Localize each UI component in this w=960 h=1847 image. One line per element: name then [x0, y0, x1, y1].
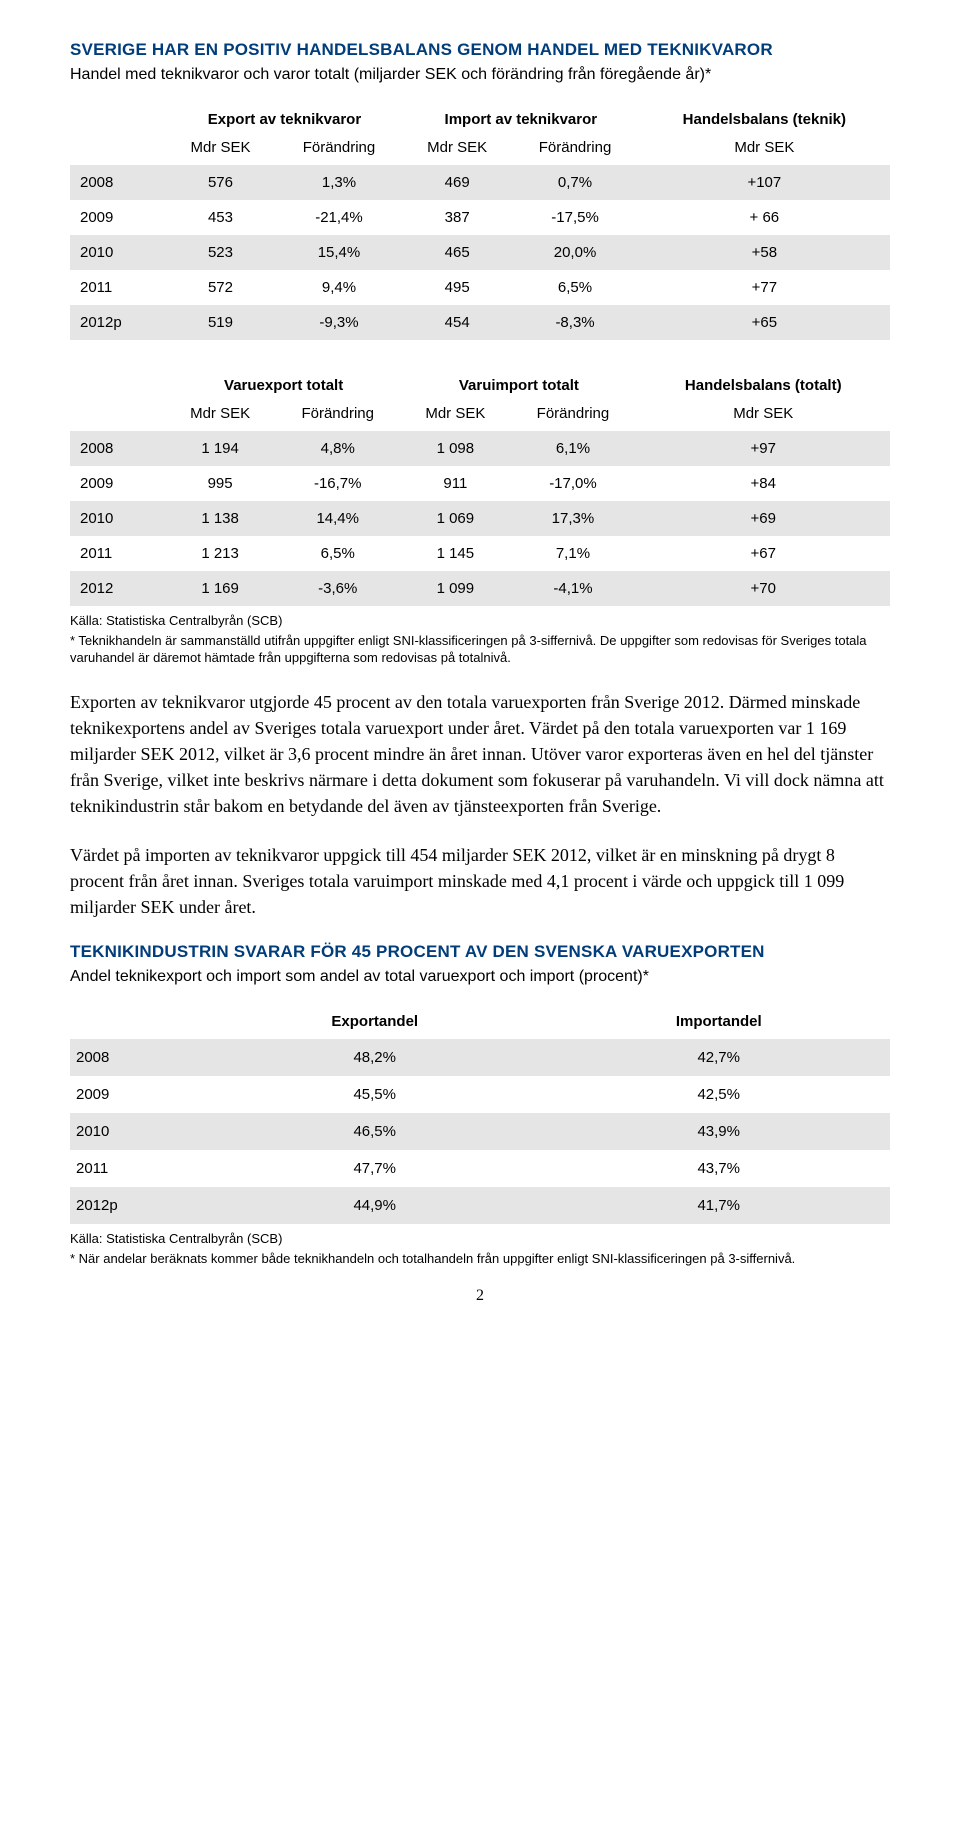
table-row: 2009 45,5% 42,5% [70, 1076, 890, 1113]
th-varuimport: Varuimport totalt [401, 368, 636, 396]
th-sub: Förändring [274, 396, 401, 431]
table3-source: Källa: Statistiska Centralbyrån (SCB) [70, 1230, 890, 1248]
table-andel: Exportandel Importandel 2008 48,2% 42,7%… [70, 1004, 890, 1224]
table-row: 2008 576 1,3% 469 0,7% +107 [70, 165, 890, 200]
th-sub: Mdr SEK [636, 396, 890, 431]
th-sub: Mdr SEK [166, 130, 275, 165]
table-teknikvaror: Export av teknikvaror Import av teknikva… [70, 102, 890, 340]
table-row: 2010 46,5% 43,9% [70, 1113, 890, 1150]
table-row: 2010 1 138 14,4% 1 069 17,3% +69 [70, 501, 890, 536]
table2-note: * Teknikhandeln är sammanställd utifrån … [70, 632, 890, 667]
table-row: 2011 572 9,4% 495 6,5% +77 [70, 270, 890, 305]
th-import: Import av teknikvaror [403, 102, 639, 130]
th-sub: Förändring [509, 396, 636, 431]
table-row: 2012 1 169 -3,6% 1 099 -4,1% +70 [70, 571, 890, 606]
th-sub: Mdr SEK [401, 396, 509, 431]
table2-source: Källa: Statistiska Centralbyrån (SCB) [70, 612, 890, 630]
th-export: Export av teknikvaror [166, 102, 403, 130]
section1-subtitle: Handel med teknikvaror och varor totalt … [70, 64, 890, 86]
table-row: 2008 1 194 4,8% 1 098 6,1% +97 [70, 431, 890, 466]
th-importandel: Importandel [547, 1004, 890, 1039]
paragraph-1: Exporten av teknikvaror utgjorde 45 proc… [70, 689, 890, 819]
table-row: 2010 523 15,4% 465 20,0% +58 [70, 235, 890, 270]
table-row: 2012p 44,9% 41,7% [70, 1187, 890, 1224]
page-number: 2 [70, 1287, 890, 1305]
section3-title: TEKNIKINDUSTRIN SVARAR FÖR 45 PROCENT AV… [70, 942, 890, 962]
table-row: 2009 995 -16,7% 911 -17,0% +84 [70, 466, 890, 501]
section3-subtitle: Andel teknikexport och import som andel … [70, 966, 890, 988]
th-varuexport: Varuexport totalt [166, 368, 401, 396]
th-sub: Mdr SEK [403, 130, 511, 165]
table-row: 2008 48,2% 42,7% [70, 1039, 890, 1076]
th-sub: Mdr SEK [166, 396, 274, 431]
table-row: 2011 47,7% 43,7% [70, 1150, 890, 1187]
section1-title: SVERIGE HAR EN POSITIV HANDELSBALANS GEN… [70, 40, 890, 60]
th-exportandel: Exportandel [202, 1004, 547, 1039]
th-sub: Förändring [511, 130, 638, 165]
table-row: 2009 453 -21,4% 387 -17,5% + 66 [70, 200, 890, 235]
th-sub: Förändring [275, 130, 403, 165]
table-row: 2011 1 213 6,5% 1 145 7,1% +67 [70, 536, 890, 571]
table-totalt: Varuexport totalt Varuimport totalt Hand… [70, 368, 890, 606]
th-balans-totalt: Handelsbalans (totalt) [636, 368, 890, 396]
table-row: 2012p 519 -9,3% 454 -8,3% +65 [70, 305, 890, 340]
th-sub: Mdr SEK [639, 130, 890, 165]
table3-note: * När andelar beräknats kommer både tekn… [70, 1250, 890, 1268]
paragraph-2: Värdet på importen av teknikvaror uppgic… [70, 842, 890, 920]
th-balans: Handelsbalans (teknik) [639, 102, 890, 130]
